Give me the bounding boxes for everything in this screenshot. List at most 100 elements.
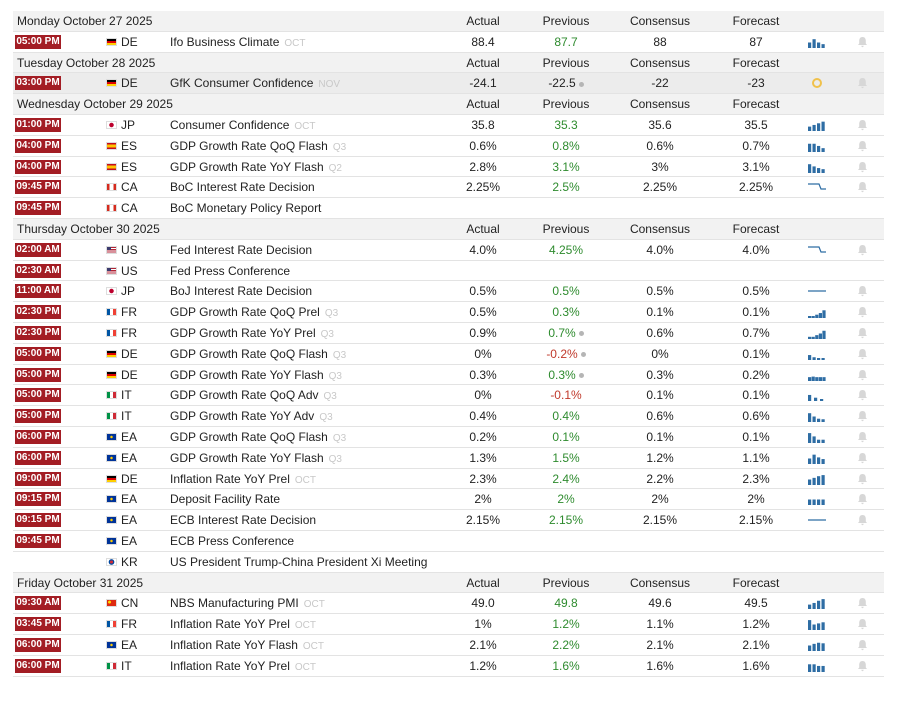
trend-sparkline[interactable]	[807, 639, 827, 651]
event-name[interactable]: BoC Interest Rate Decision	[170, 180, 315, 195]
event-name[interactable]: Deposit Facility Rate	[170, 492, 281, 507]
event-name[interactable]: BoC Monetary Policy Report	[170, 201, 322, 216]
event-name-cell[interactable]: ECB Interest Rate Decision	[170, 510, 316, 530]
event-name-cell[interactable]: GDP Growth Rate QoQ Prel Q3	[170, 302, 338, 322]
event-row[interactable]: 11:00 AM JP BoJ Interest Rate Decision 0.5%…	[13, 281, 884, 303]
event-name-cell[interactable]: GDP Growth Rate QoQ Adv Q3	[170, 385, 337, 405]
event-row[interactable]: 09:45 PM CA BoC Interest Rate Decision 2.25…	[13, 177, 884, 199]
event-row[interactable]: 03:00 PM DE GfK Consumer Confidence NOV -24.…	[13, 73, 884, 95]
event-name[interactable]: Inflation Rate YoY Flash	[170, 637, 298, 652]
bell-icon[interactable]	[857, 473, 868, 485]
event-row[interactable]: 05:00 PM DE GDP Growth Rate QoQ Flash Q3 0% -…	[13, 344, 884, 365]
bell-icon[interactable]	[857, 244, 868, 256]
event-row[interactable]: KR US President Trump-China President Xi …	[13, 552, 884, 573]
trend-sparkline[interactable]	[807, 181, 827, 193]
trend-sparkline[interactable]	[807, 431, 827, 443]
bell-icon[interactable]	[857, 369, 868, 381]
event-name-cell[interactable]: BoJ Interest Rate Decision	[170, 281, 312, 301]
event-name-cell[interactable]: US President Trump-China President Xi Me…	[170, 552, 427, 572]
event-name[interactable]: GDP Growth Rate QoQ Prel	[170, 305, 320, 320]
event-name-cell[interactable]: BoC Monetary Policy Report	[170, 198, 321, 218]
event-name[interactable]: Fed Interest Rate Decision	[170, 242, 313, 257]
trend-sparkline[interactable]	[807, 452, 827, 464]
event-row[interactable]: 05:00 PM IT GDP Growth Rate YoY Adv Q3 0.4% 0…	[13, 406, 884, 427]
event-name-cell[interactable]: ECB Press Conference	[170, 531, 294, 551]
trend-sparkline[interactable]	[807, 473, 827, 485]
bell-icon[interactable]	[857, 493, 868, 505]
event-name-cell[interactable]: GDP Growth Rate QoQ Flash Q3	[170, 344, 346, 364]
trend-sparkline[interactable]	[807, 493, 827, 506]
event-row[interactable]: 05:00 PM DE GDP Growth Rate YoY Flash Q3 0.3…	[13, 365, 884, 386]
event-row[interactable]: 05:00 PM DE Ifo Business Climate OCT 88.4 87.…	[13, 32, 884, 53]
trend-sparkline[interactable]	[807, 389, 827, 402]
event-name[interactable]: GDP Growth Rate QoQ Adv	[170, 388, 319, 403]
trend-sparkline[interactable]	[807, 119, 827, 131]
bell-icon[interactable]	[857, 161, 868, 173]
event-row[interactable]: 09:00 PM DE Inflation Rate YoY Prel OCT 2.3%…	[13, 469, 884, 490]
event-name-cell[interactable]: Deposit Facility Rate	[170, 489, 280, 509]
event-name[interactable]: ECB Press Conference	[170, 533, 295, 548]
event-name-cell[interactable]: Fed Press Conference	[170, 261, 290, 281]
event-row[interactable]: 04:00 PM ES GDP Growth Rate QoQ Flash Q3 0.6…	[13, 136, 884, 157]
event-name-cell[interactable]: NBS Manufacturing PMI OCT	[170, 593, 325, 613]
event-name-cell[interactable]: Consumer Confidence OCT	[170, 115, 316, 135]
event-name[interactable]: Fed Press Conference	[170, 263, 291, 278]
bell-icon[interactable]	[857, 181, 868, 193]
event-name-cell[interactable]: GDP Growth Rate YoY Flash Q3	[170, 365, 342, 385]
event-name-cell[interactable]: GDP Growth Rate QoQ Flash Q3	[170, 136, 346, 156]
event-row[interactable]: 02:30 PM FR GDP Growth Rate YoY Prel Q3 0.9%…	[13, 323, 884, 344]
event-row[interactable]: 04:00 PM ES GDP Growth Rate YoY Flash Q2 2.8…	[13, 157, 884, 178]
bell-icon[interactable]	[857, 327, 868, 339]
trend-sparkline[interactable]	[807, 327, 827, 339]
trend-sparkline[interactable]	[807, 140, 827, 152]
event-row[interactable]: 09:30 AM CN NBS Manufacturing PMI OCT 49.0 49…	[13, 593, 884, 615]
bell-icon[interactable]	[857, 285, 868, 297]
event-name-cell[interactable]: GfK Consumer Confidence NOV	[170, 73, 340, 93]
event-row[interactable]: 05:00 PM IT GDP Growth Rate QoQ Adv Q3 0% -0.…	[13, 385, 884, 407]
trend-sparkline[interactable]	[807, 285, 827, 297]
event-name-cell[interactable]: Inflation Rate YoY Flash OCT	[170, 635, 324, 655]
event-name[interactable]: GfK Consumer Confidence	[170, 76, 314, 91]
event-name-cell[interactable]: Inflation Rate YoY Prel OCT	[170, 656, 316, 676]
bell-icon[interactable]	[857, 597, 868, 609]
bell-icon[interactable]	[857, 452, 868, 464]
event-name-cell[interactable]: GDP Growth Rate QoQ Flash Q3	[170, 427, 346, 447]
event-row[interactable]: 09:15 PM EA ECB Interest Rate Decision 2.15…	[13, 510, 884, 531]
event-name-cell[interactable]: GDP Growth Rate YoY Flash Q3	[170, 448, 342, 468]
trend-sparkline[interactable]	[807, 369, 827, 381]
trend-sparkline[interactable]	[807, 597, 827, 610]
bell-icon[interactable]	[857, 431, 868, 443]
event-name-cell[interactable]: GDP Growth Rate YoY Prel Q3	[170, 323, 334, 343]
trend-sparkline[interactable]	[807, 77, 827, 89]
event-row[interactable]: 09:15 PM EA Deposit Facility Rate 2% 2% 2% 2%	[13, 489, 884, 511]
event-name-cell[interactable]: Inflation Rate YoY Prel OCT	[170, 469, 316, 489]
event-name[interactable]: Consumer Confidence	[170, 117, 290, 132]
event-name[interactable]: GDP Growth Rate YoY Flash	[170, 159, 324, 174]
event-row[interactable]: 06:00 PM EA GDP Growth Rate QoQ Flash Q3 0.2…	[13, 427, 884, 448]
event-row[interactable]: 06:00 PM IT Inflation Rate YoY Prel OCT 1.2%…	[13, 656, 884, 677]
event-row[interactable]: 02:30 PM FR GDP Growth Rate QoQ Prel Q3 0.5%…	[13, 302, 884, 323]
bell-icon[interactable]	[857, 77, 868, 89]
bell-icon[interactable]	[857, 348, 868, 360]
trend-sparkline[interactable]	[807, 348, 827, 360]
event-name[interactable]: Inflation Rate YoY Prel	[170, 471, 290, 486]
bell-icon[interactable]	[857, 36, 868, 48]
event-name[interactable]: ECB Interest Rate Decision	[170, 513, 317, 528]
trend-sparkline[interactable]	[807, 660, 827, 672]
trend-sparkline[interactable]	[807, 36, 827, 48]
event-name-cell[interactable]: Fed Interest Rate Decision	[170, 240, 312, 260]
trend-sparkline[interactable]	[807, 161, 827, 173]
event-name-cell[interactable]: GDP Growth Rate YoY Flash Q2	[170, 157, 342, 177]
bell-icon[interactable]	[857, 410, 868, 422]
event-row[interactable]: 06:00 PM EA GDP Growth Rate YoY Flash Q3 1.3…	[13, 448, 884, 469]
bell-icon[interactable]	[857, 140, 868, 152]
event-name[interactable]: GDP Growth Rate QoQ Flash	[170, 429, 328, 444]
bell-icon[interactable]	[857, 514, 868, 526]
bell-icon[interactable]	[857, 389, 868, 401]
event-name[interactable]: Inflation Rate YoY Prel	[170, 658, 290, 673]
event-name-cell[interactable]: Inflation Rate YoY Prel OCT	[170, 614, 316, 634]
event-name[interactable]: Ifo Business Climate	[170, 34, 280, 49]
event-row[interactable]: 09:45 PM CA BoC Monetary Policy Report	[13, 198, 884, 219]
event-name-cell[interactable]: GDP Growth Rate YoY Adv Q3	[170, 406, 333, 426]
event-name[interactable]: BoJ Interest Rate Decision	[170, 284, 313, 299]
